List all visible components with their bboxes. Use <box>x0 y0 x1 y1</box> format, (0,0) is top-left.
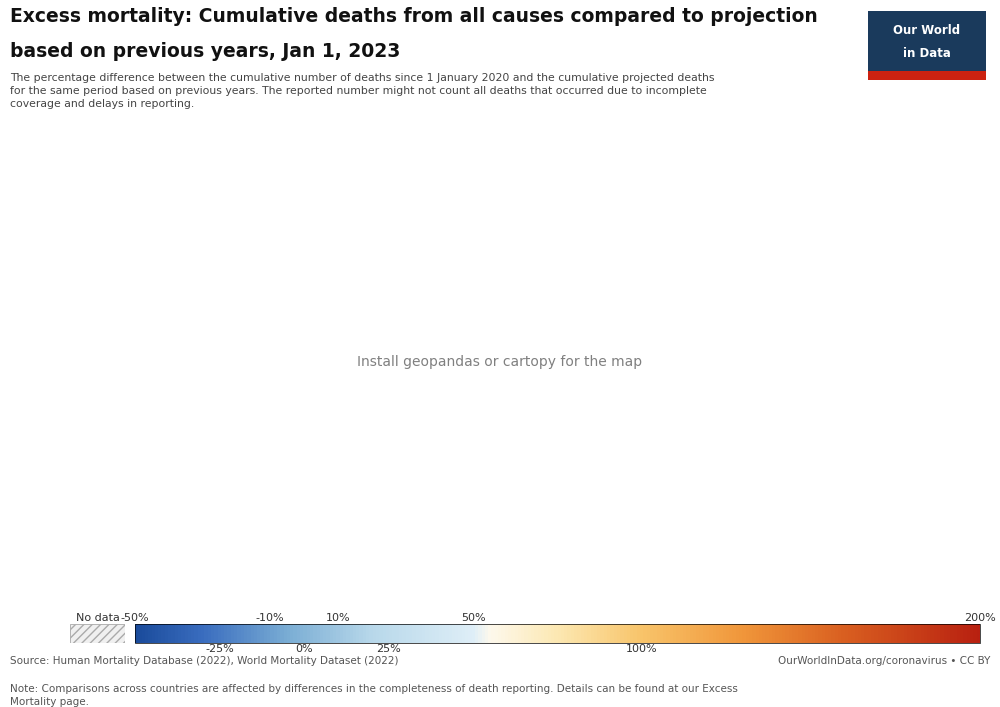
Text: The percentage difference between the cumulative number of deaths since 1 Januar: The percentage difference between the cu… <box>10 73 714 109</box>
Text: Note: Comparisons across countries are affected by differences in the completene: Note: Comparisons across countries are a… <box>10 684 738 707</box>
Text: OurWorldInData.org/coronavirus • CC BY: OurWorldInData.org/coronavirus • CC BY <box>778 656 990 666</box>
Text: -10%: -10% <box>256 613 285 623</box>
Text: based on previous years, Jan 1, 2023: based on previous years, Jan 1, 2023 <box>10 42 400 61</box>
Text: Install geopandas or cartopy for the map: Install geopandas or cartopy for the map <box>357 356 643 369</box>
Text: 50%: 50% <box>461 613 485 623</box>
Text: -25%: -25% <box>205 644 234 654</box>
Text: 0%: 0% <box>295 644 313 654</box>
Text: Excess mortality: Cumulative deaths from all causes compared to projection: Excess mortality: Cumulative deaths from… <box>10 7 818 26</box>
Text: in Data: in Data <box>903 47 951 60</box>
Text: 100%: 100% <box>626 644 658 654</box>
Text: 200%: 200% <box>964 613 996 623</box>
Text: No data: No data <box>76 613 119 623</box>
Text: -50%: -50% <box>121 613 149 623</box>
Text: 25%: 25% <box>376 644 401 654</box>
Text: Our World: Our World <box>893 23 961 37</box>
Text: Source: Human Mortality Database (2022), World Mortality Dataset (2022): Source: Human Mortality Database (2022),… <box>10 656 398 666</box>
Bar <box>868 71 986 80</box>
Text: 10%: 10% <box>325 613 350 623</box>
